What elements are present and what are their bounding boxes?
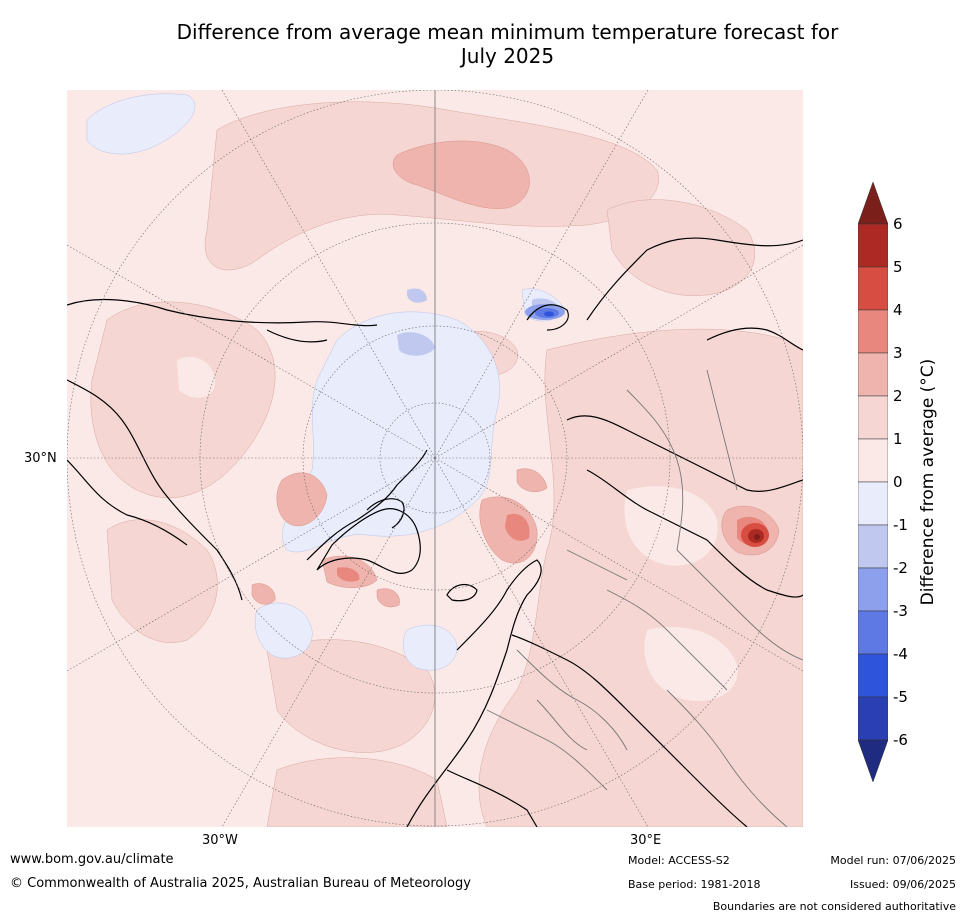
anomaly-hotspot-east-asia (741, 523, 769, 547)
colorbar-band-neg5-neg4 (857, 653, 889, 698)
colorbar-band-neg6-neg5 (857, 696, 889, 741)
colorbar-tick-1: 1 (893, 430, 903, 448)
longitude-label-30w: 30°W (202, 833, 238, 848)
colorbar-below-arrow (857, 739, 889, 783)
meridian-lines (67, 90, 803, 827)
website-link[interactable]: www.bom.gov.au/climate (10, 852, 174, 867)
colorbar-band-3-4 (857, 309, 889, 354)
colorbar-tick-0: 0 (893, 473, 903, 491)
colorbar-band-0-1 (857, 438, 889, 483)
anomaly-strong-negative-cluster (525, 304, 565, 320)
colorbar-band-neg3-neg2 (857, 567, 889, 612)
colorbar-band-neg4-neg3 (857, 610, 889, 655)
colorbar-band-neg2-neg1 (857, 524, 889, 569)
colorbar-tick-5: 5 (893, 258, 903, 276)
chart-title: Difference from average mean minimum tem… (60, 20, 955, 68)
coastlines (67, 237, 803, 827)
longitude-label-30e: 30°E (630, 833, 662, 848)
colorbar-tick-neg1: -1 (893, 516, 908, 534)
colorbar-band-1-2 (857, 395, 889, 440)
anomaly-neg1-to-0-regions (86, 93, 566, 671)
colorbar-tick-neg4: -4 (893, 645, 908, 663)
latitude-label-30n: 30°N (24, 451, 57, 466)
colorbar-band-neg1-0 (857, 481, 889, 526)
colorbar-tick-neg6: -6 (893, 731, 908, 749)
colorbar-title: Difference from average (°C) (918, 358, 938, 606)
base-period: Base period: 1981-2018 (628, 878, 761, 891)
colorbar-tick-neg2: -2 (893, 559, 908, 577)
copyright-text: © Commonwealth of Australia 2025, Austra… (10, 876, 471, 891)
colorbar-tick-3: 3 (893, 344, 903, 362)
colorbar-tick-2: 2 (893, 387, 903, 405)
colorbar-tick-6: 6 (893, 215, 903, 233)
colorbar-band-5-6 (857, 223, 889, 268)
colorbar-band-2-3 (857, 352, 889, 397)
map-svg (67, 90, 803, 827)
boundaries-disclaimer: Boundaries are not considered authoritat… (712, 900, 956, 913)
model-name: Model: ACCESS-S2 (628, 854, 730, 867)
colorbar-above-arrow (857, 181, 889, 225)
colorbar-svg (857, 181, 889, 783)
country-boundaries (486, 369, 803, 827)
anomaly-0-to-1-patches (177, 356, 738, 701)
colorbar-tick-neg3: -3 (893, 602, 908, 620)
forecast-map (67, 90, 803, 827)
title-line-1: Difference from average mean minimum tem… (176, 20, 839, 44)
colorbar-tick-4: 4 (893, 301, 903, 319)
title-line-2: July 2025 (460, 44, 555, 68)
issued-date: Issued: 09/06/2025 (849, 878, 956, 891)
model-run-date: Model run: 07/06/2025 (830, 854, 956, 867)
colorbar-band-4-5 (857, 266, 889, 311)
colorbar-tick-neg5: -5 (893, 688, 908, 706)
colorbar (857, 181, 889, 783)
